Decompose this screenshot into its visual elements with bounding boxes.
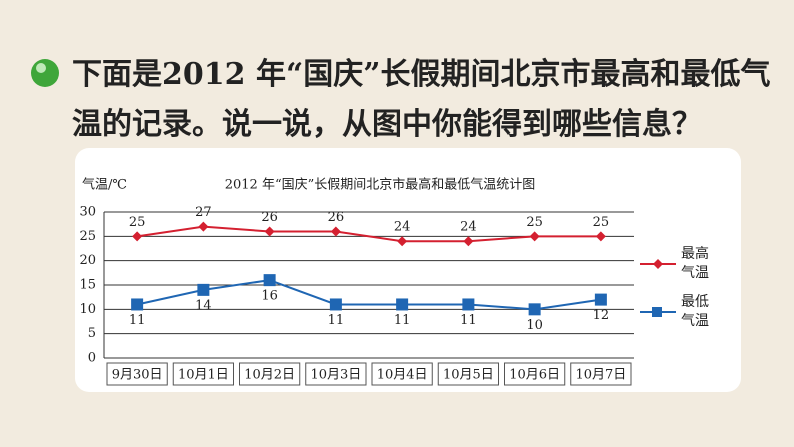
point: [197, 283, 210, 296]
series-line: [136, 279, 602, 311]
y-tick-label: 25: [79, 229, 96, 244]
y-tick-label: 5: [88, 326, 96, 341]
point: [264, 226, 275, 237]
data-label: 11: [460, 313, 477, 328]
x-tick-label: 10月7日: [575, 368, 626, 383]
data-label: 25: [129, 215, 146, 230]
point: [528, 303, 541, 316]
x-tick-label: 10月5日: [443, 368, 494, 383]
point: [462, 298, 475, 311]
data-label: 16: [261, 289, 278, 304]
y-tick-label: 0: [88, 351, 96, 366]
series-line: [136, 225, 601, 243]
x-tick-label: 10月3日: [310, 368, 361, 383]
point: [329, 298, 342, 311]
y-tick-label: 15: [79, 278, 96, 293]
legend-marker: [652, 307, 662, 317]
data-label: 11: [394, 313, 411, 328]
y-tick-label: 20: [79, 253, 96, 268]
data-label: 24: [394, 220, 411, 235]
category-box: [305, 362, 367, 386]
question: 下面是2012 年“国庆”长假期间北京市最高和最低气温的记录。说一说，从图中你能…: [72, 57, 771, 142]
legend-marker: [653, 259, 663, 269]
bullet: [31, 59, 59, 87]
data-label: 26: [261, 210, 278, 225]
legend-label: 最高气温: [681, 246, 709, 281]
data-label: 11: [129, 313, 146, 328]
category-box: [239, 362, 301, 386]
category-box: [504, 362, 566, 386]
point: [263, 274, 276, 287]
legend-label: 最低气温: [681, 294, 709, 329]
data-label: 11: [328, 313, 345, 328]
y-tick-label: 30: [79, 205, 96, 220]
x-tick-label: 10月1日: [178, 368, 229, 383]
x-tick-label: 9月30日: [112, 368, 163, 383]
point: [132, 231, 143, 242]
category-box: [437, 362, 499, 386]
x-tick-label: 10月2日: [244, 368, 295, 383]
data-label: 26: [328, 210, 345, 225]
point: [396, 298, 409, 311]
x-tick-label: 10月6日: [509, 368, 560, 383]
point: [529, 231, 540, 242]
data-label: 25: [526, 215, 543, 230]
point: [594, 293, 607, 306]
category-box: [371, 362, 433, 386]
x-tick-label: 10月4日: [377, 368, 428, 383]
data-label: 12: [593, 308, 610, 323]
category-box: [106, 362, 168, 386]
point: [330, 226, 341, 237]
point: [595, 231, 606, 242]
point: [397, 236, 408, 247]
y-axis-label: 气温/℃: [82, 177, 127, 193]
data-label: 27: [195, 205, 212, 220]
data-label: 24: [460, 220, 477, 235]
category-box: [172, 362, 234, 386]
category-box: [570, 362, 632, 386]
chart-title: 2012 年“国庆”长假期间北京市最高和最低气温统计图: [225, 177, 536, 193]
y-tick-label: 10: [79, 302, 96, 317]
point: [131, 298, 144, 311]
point: [463, 236, 474, 247]
data-label: 10: [526, 318, 543, 333]
chart-card: [75, 148, 741, 392]
point: [198, 221, 209, 232]
data-label: 25: [593, 215, 610, 230]
data-label: 14: [195, 298, 212, 313]
bullet-shine: [36, 63, 46, 73]
